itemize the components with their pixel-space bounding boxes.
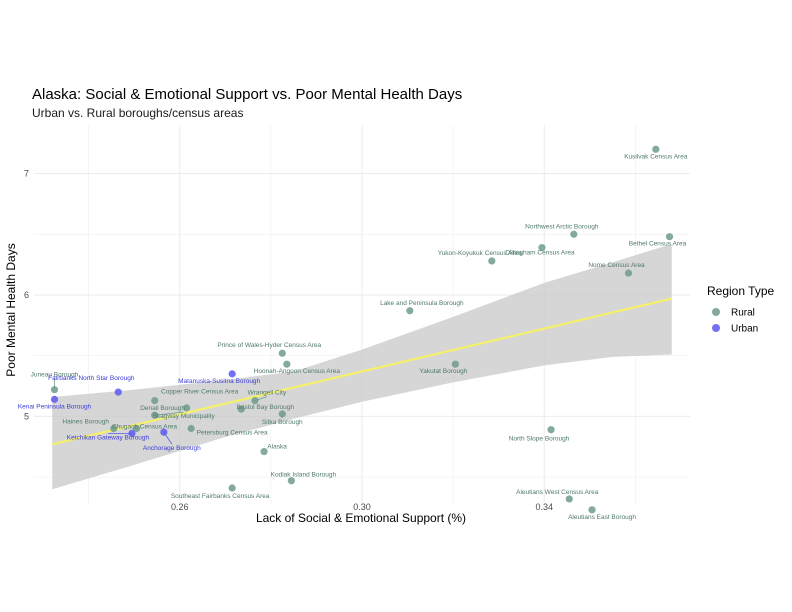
legend-key-urban xyxy=(712,324,720,332)
point-label-northwest-arctic-borough: Northwest Arctic Borough xyxy=(525,223,599,230)
legend-title: Region Type xyxy=(707,284,774,298)
point-label-fairbanks-north-star-borough: Fairbanks North Star Borough xyxy=(48,375,135,382)
point-lake-and-peninsula-borough xyxy=(406,307,414,315)
point-label-sitka-borough: Sitka Borough xyxy=(262,419,303,426)
confidence-band xyxy=(52,243,672,490)
x-axis-ticks: 0.26 0.30 0.34 xyxy=(171,502,553,512)
point-label-hoonah-angoon-census-area: Hoonah-Angoon Census Area xyxy=(254,368,341,375)
y-axis-ticks: 5 6 7 xyxy=(24,169,29,422)
point-label-prince-of-wales-hyder-census-area: Prince of Wales-Hyder Census Area xyxy=(217,342,321,349)
point-label-aleutians-east-borough: Aleutians East Borough xyxy=(568,514,636,521)
point-labels: Kusilvak Census Area Northwest Arctic Bor… xyxy=(18,153,688,521)
leader-line xyxy=(154,411,184,416)
point-yukon-koyukuk-census-area xyxy=(488,257,496,265)
point-bristol-bay-borough xyxy=(237,405,245,413)
point-dillingham-census-area xyxy=(538,244,546,252)
point-label-southeast-fairbanks-census-area: Southeast Fairbanks Census Area xyxy=(171,493,270,500)
point-kodiak-island-borough xyxy=(287,477,295,485)
point-northwest-arctic-borough xyxy=(570,230,578,238)
trend-line xyxy=(51,297,673,446)
point-label-anchorage-borough: Anchorage Borough xyxy=(143,445,201,452)
point-fairbanks-north-star-borough xyxy=(114,388,122,396)
point-label-wrangell-city: Wrangell City xyxy=(248,390,287,397)
point-aleutians-west-census-area xyxy=(565,495,573,503)
point-petersburg-census-area xyxy=(187,424,195,433)
x-tick-label: 0.30 xyxy=(353,502,371,512)
y-tick-label: 6 xyxy=(24,290,29,300)
legend-items: Rural Urban xyxy=(712,308,758,335)
leader-line xyxy=(254,396,268,401)
point-label-matanuska-susitna-borough: Matanuska-Susitna Borough xyxy=(178,378,260,385)
point-kenai-peninsula-borough xyxy=(50,395,59,403)
point-nome-census-area xyxy=(624,269,633,277)
point-matanuska-susitna-borough xyxy=(228,370,236,378)
legend-key-rural xyxy=(712,308,720,316)
point-label-ketchikan-gateway-borough: Ketchikan Gateway Borough xyxy=(67,434,150,441)
point-label-kenai-peninsula-borough: Kenai Peninsula Borough xyxy=(18,403,92,410)
point-label-dillingham-census-area: Dillingham Census Area xyxy=(505,250,575,257)
point-chugach-census-area xyxy=(132,424,141,433)
point-label-petersburg-census-area: Petersburg Census Area xyxy=(197,430,268,437)
point-anchorage-borough xyxy=(160,428,168,436)
x-tick-label: 0.34 xyxy=(535,502,553,512)
point-label-chugach-census-area: Chugach Census Area xyxy=(112,424,177,431)
point-label-aleutians-west-census-area: Aleutians West Census Area xyxy=(516,489,599,496)
x-axis-title: Lack of Social & Emotional Support (%) xyxy=(256,511,466,525)
point-label-skagway-municipality: Skagway Municipality xyxy=(153,413,216,420)
chart-subtitle: Urban vs. Rural boroughs/census areas xyxy=(32,106,243,120)
point-hoonah-angoon-census-area xyxy=(283,360,291,368)
point-copper-river-census-area xyxy=(151,396,159,405)
point-yakutat-borough xyxy=(451,360,459,368)
point-label-lake-and-peninsula-borough: Lake and Peninsula Borough xyxy=(380,300,464,307)
point-aleutians-east-borough xyxy=(588,506,596,514)
y-axis-title: Poor Mental Health Days xyxy=(4,243,18,376)
chart-title: Alaska: Social & Emotional Support vs. P… xyxy=(32,86,462,103)
point-label-copper-river-census-area: Copper River Census Area xyxy=(161,389,239,396)
point-alaska xyxy=(260,447,268,456)
point-label-yakutat-borough: Yakutat Borough xyxy=(419,368,467,375)
point-north-slope-borough xyxy=(547,426,555,434)
point-label-kodiak-island-borough: Kodiak Island Borough xyxy=(271,472,337,479)
point-label-north-slope-borough: North Slope Borough xyxy=(509,436,570,443)
legend-label-rural: Rural xyxy=(731,308,755,319)
point-label-alaska: Alaska xyxy=(267,444,287,451)
legend-label-urban: Urban xyxy=(731,324,758,335)
point-bethel-census-area xyxy=(665,233,674,241)
point-label-kusilvak-census-area: Kusilvak Census Area xyxy=(624,153,688,160)
point-denali-borough xyxy=(183,404,191,412)
point-southeast-fairbanks-census-area xyxy=(228,484,236,492)
leader-line xyxy=(163,431,173,445)
regression-line xyxy=(51,297,673,446)
point-label-yukon-koyukuk-census-area: Yukon-Koyukuk Census Area xyxy=(438,250,523,257)
point-label-nome-census-area: Nome Census Area xyxy=(588,262,645,269)
legend: Region Type Rural Urban xyxy=(707,284,774,335)
point-kusilvak-census-area xyxy=(652,145,660,153)
y-tick-label: 5 xyxy=(24,411,29,421)
confidence-ribbon xyxy=(52,243,672,490)
point-haines-borough xyxy=(110,424,118,433)
point-label-denali-borough: Denali Borough xyxy=(140,405,185,412)
point-wrangell-city xyxy=(251,396,259,405)
point-label-juneau-borough: Juneau Borough xyxy=(31,372,79,379)
point-label-haines-borough: Haines Borough xyxy=(62,419,109,426)
point-prince-of-wales-hyder-census-area xyxy=(278,349,286,357)
point-label-bethel-census-area: Bethel Census Area xyxy=(629,241,687,248)
point-label-bristol-bay-borough: Bristol Bay Borough xyxy=(237,404,295,411)
y-tick-label: 7 xyxy=(24,169,29,179)
x-tick-label: 0.26 xyxy=(171,502,189,512)
